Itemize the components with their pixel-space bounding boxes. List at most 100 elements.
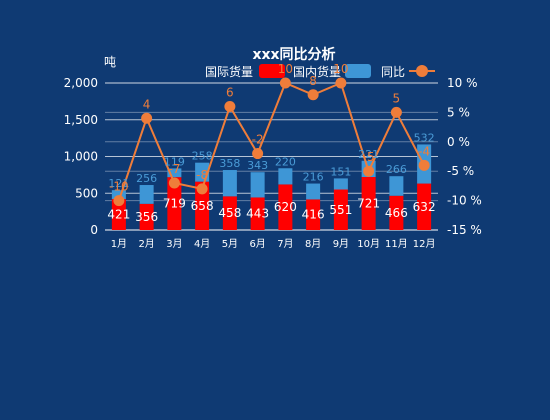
y-right-tick-label: 0 % [447, 135, 470, 149]
x-tick-label: 7月 [277, 238, 293, 250]
bar-label-dom: 532 [414, 131, 435, 144]
bar-label-dom: 258 [192, 150, 213, 163]
bar-label-dom: 216 [303, 171, 324, 184]
y-axis-unit: 吨 [104, 55, 116, 69]
y-left-tick-label: 2,000 [64, 76, 98, 90]
bar-intl [278, 184, 293, 230]
yoy-point [363, 165, 375, 177]
x-tick-label: 5月 [222, 238, 238, 250]
x-tick-label: 12月 [413, 238, 436, 250]
yoy-label: -5 [363, 150, 375, 164]
bar-intl [361, 177, 376, 230]
yoy-label: 4 [143, 97, 151, 111]
yoy-label: 5 [393, 91, 401, 105]
bar-label-dom: 358 [219, 157, 240, 170]
legend-swatch-dom [345, 64, 371, 78]
bar-intl [250, 197, 265, 230]
legend-label-intl: 国际货量 [205, 64, 253, 79]
bar-label-intl: 632 [413, 200, 436, 214]
legend-marker-yoy [416, 65, 428, 77]
bar-dom [389, 176, 404, 196]
yoy-point [307, 89, 319, 101]
bar-intl [417, 183, 432, 230]
bar-dom [333, 178, 348, 190]
bar-label-dom: 256 [136, 172, 157, 185]
bar-label-intl: 721 [357, 197, 380, 211]
bar-dom [111, 190, 126, 200]
yoy-point [279, 77, 291, 89]
data-labels: 4211213562567191196582584583584433436202… [107, 62, 435, 224]
yoy-label: -7 [168, 162, 180, 176]
x-tick-label: 9月 [333, 238, 349, 250]
yoy-line-path [117, 81, 426, 201]
bar-label-intl: 443 [246, 207, 269, 221]
y-left-tick-label: 1,500 [64, 113, 98, 127]
bar-intl [389, 195, 404, 230]
bars [111, 144, 432, 230]
y-right-tick-label: 10 % [447, 76, 478, 90]
bar-dom [278, 168, 293, 185]
axes: 0 500 1,000 1,500 2,000 -15 % -10 % -5 % 0 % 5 % 1… [64, 76, 482, 250]
bar-dom [250, 172, 265, 198]
bar-label-intl: 620 [274, 200, 297, 214]
yoy-point [196, 183, 208, 195]
yoy-line [113, 77, 430, 207]
x-tick-label: 10月 [357, 238, 380, 250]
bar-label-intl: 356 [135, 210, 158, 224]
bar-dom [306, 183, 321, 200]
bar-intl [167, 177, 182, 230]
legend-item-intl[interactable]: 国际货量 [205, 64, 285, 79]
legend-swatch-intl [259, 64, 285, 78]
bar-label-dom: 221 [358, 148, 379, 161]
yoy-label: 8 [309, 74, 317, 88]
x-tick-label: 4月 [194, 238, 210, 250]
x-tick-label: 8月 [305, 238, 321, 250]
yoy-label: -8 [196, 168, 208, 182]
bar-intl [306, 199, 321, 230]
bar-label-dom: 151 [330, 165, 351, 178]
bar-dom [222, 170, 237, 197]
x-tick-label: 2月 [138, 238, 154, 250]
yoy-point [390, 106, 402, 118]
yoy-point [113, 195, 125, 207]
bar-label-dom: 121 [108, 177, 129, 190]
legend-item-dom[interactable]: 国内货量 [293, 64, 371, 79]
x-tick-label: 3月 [166, 238, 182, 250]
legend-label-dom: 国内货量 [293, 64, 341, 79]
bar-label-intl: 658 [191, 199, 214, 213]
bar-dom [139, 185, 154, 204]
y-right-tick-label: -15 % [447, 223, 482, 237]
bar-label-dom: 266 [386, 163, 407, 176]
chart-title: xxx同比分析 [252, 46, 335, 63]
bar-intl [111, 199, 126, 230]
bar-intl [195, 181, 210, 230]
x-tick-label: 6月 [249, 238, 265, 250]
bar-intl [222, 196, 237, 230]
yoy-point [252, 148, 264, 160]
x-tick-label: 11月 [385, 238, 408, 250]
bar-label-dom: 220 [275, 155, 296, 168]
bar-intl [333, 189, 348, 230]
x-tick-label: 1月 [111, 238, 127, 250]
yoy-label: -4 [418, 144, 430, 158]
bar-dom [167, 168, 182, 178]
legend-label-yoy: 同比 [381, 65, 405, 79]
y-right-tick-label: 5 % [447, 105, 470, 119]
y-left-tick-label: 500 [75, 186, 98, 200]
bar-label-dom: 119 [164, 155, 185, 168]
bar-label-intl: 551 [329, 203, 352, 217]
yoy-point [335, 77, 347, 89]
yoy-point [168, 177, 180, 189]
yoy-label: -2 [252, 133, 264, 147]
legend: 国际货量 国内货量 同比 [205, 64, 435, 79]
bar-label-intl: 458 [218, 206, 241, 220]
yoy-label: -10 [109, 180, 129, 194]
y-right-tick-label: -10 % [447, 194, 482, 208]
legend-item-yoy[interactable]: 同比 [381, 65, 435, 79]
y-left-tick-label: 1,000 [64, 150, 98, 164]
y-right-tick-label: -5 % [447, 164, 474, 178]
bar-label-intl: 421 [107, 208, 130, 222]
bar-label-dom: 343 [247, 159, 268, 172]
